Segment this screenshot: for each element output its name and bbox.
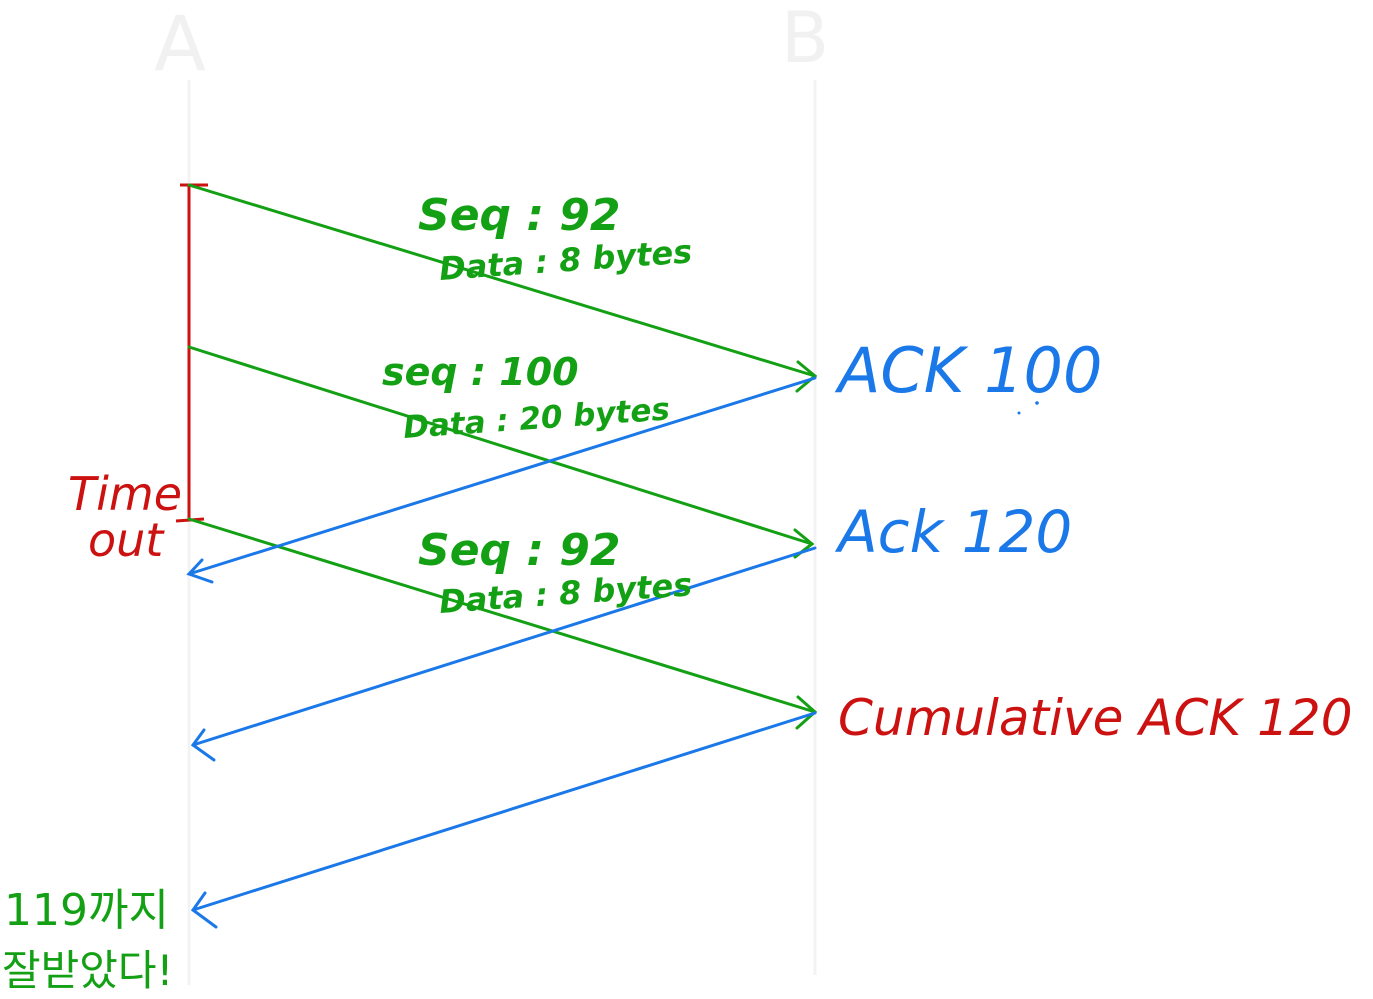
segment-2-data-label: Data : 20 bytes bbox=[402, 391, 671, 446]
stray-dot bbox=[1017, 411, 1021, 415]
timeout-label-line1: Time bbox=[68, 467, 182, 521]
ack-arrow-2 bbox=[190, 546, 817, 762]
ack-arrow-1 bbox=[186, 376, 817, 584]
host-a-label: A bbox=[154, 0, 206, 88]
stray-dot bbox=[1035, 401, 1039, 405]
ack-arrow-3 bbox=[190, 711, 817, 929]
segment-1-seq-label: Seq : 92 bbox=[418, 190, 621, 241]
received-note-line2: 잘받았다! bbox=[2, 946, 173, 995]
host-b-label: B bbox=[781, 0, 829, 79]
segment-2-seq-label: seq : 100 bbox=[382, 350, 579, 394]
ack-1-label: ACK 100 bbox=[834, 334, 1102, 407]
ack-2-label: Ack 120 bbox=[834, 498, 1072, 566]
segment-3-seq-label: Seq : 92 bbox=[418, 525, 621, 576]
segment-arrow-1 bbox=[187, 183, 818, 393]
cumulative-ack-label: Cumulative ACK 120 bbox=[838, 689, 1353, 747]
received-note-line1: 119까지 bbox=[4, 885, 169, 936]
timeout-label-line2: out bbox=[88, 513, 165, 567]
